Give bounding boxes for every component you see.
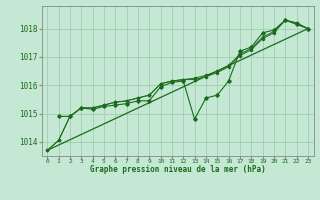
X-axis label: Graphe pression niveau de la mer (hPa): Graphe pression niveau de la mer (hPa) bbox=[90, 165, 266, 174]
